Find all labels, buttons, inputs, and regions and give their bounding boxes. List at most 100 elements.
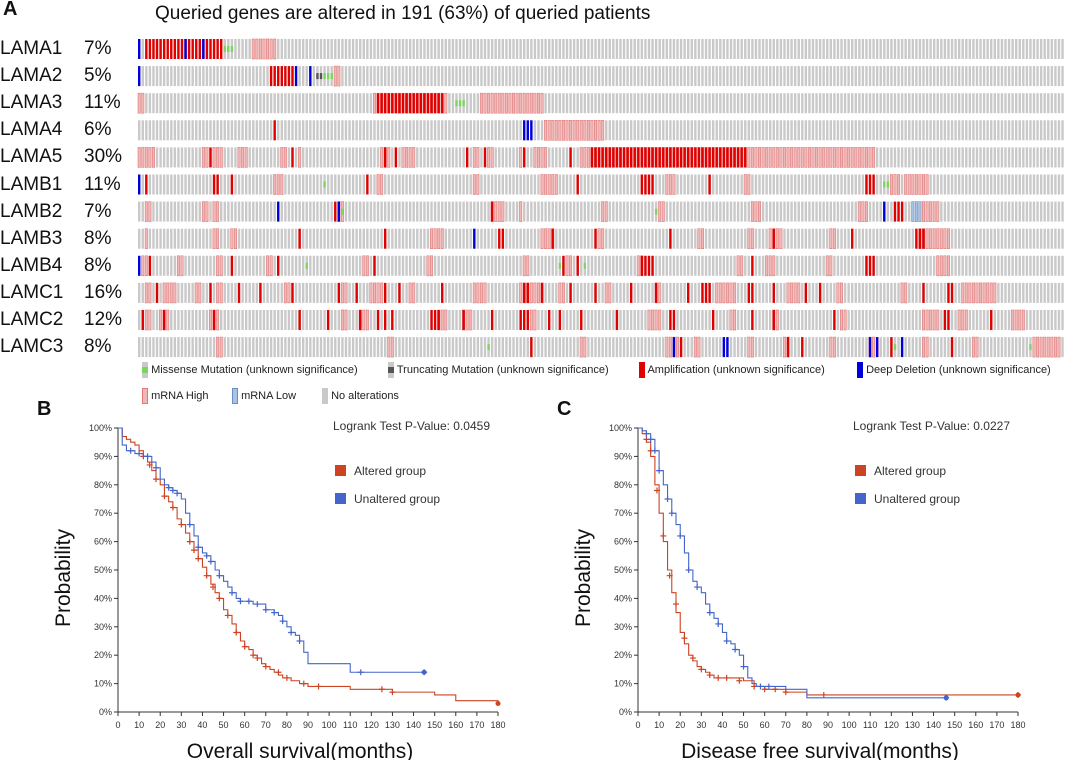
sample-cell [498,337,501,358]
sample-cell [337,120,341,141]
sample-cell [1022,282,1025,303]
sample-cell [369,228,373,249]
amplification-mark [751,310,754,330]
sample-cell [936,120,939,141]
sample-cell [426,310,430,330]
sample-cell [173,255,177,276]
sample-cell [184,120,187,141]
sample-cell [708,228,711,249]
sample-cell [744,228,747,249]
sample-cell [487,66,490,87]
sample-cell [736,120,740,141]
sample-cell [590,228,594,249]
sample-cell [230,228,234,249]
sample-cell [594,201,597,222]
amplification-mark [612,147,615,168]
amplification-mark [383,310,387,330]
sample-cell [394,39,398,59]
sample-cell [886,39,890,59]
sample-cell [501,147,505,168]
sample-cell [936,174,939,195]
censor-mark [174,490,181,497]
sample-cell [219,310,223,330]
sample-cell [615,66,619,87]
sample-cell [533,255,537,276]
sample-cell [441,120,444,141]
sample-cell [644,228,647,249]
sample-cell [472,282,476,304]
sample-cell [900,282,904,304]
sample-cell [241,282,244,303]
sample-cell [836,310,840,330]
sample-cell [334,337,337,358]
sample-cell [612,174,615,195]
sample-cell [900,174,904,195]
sample-cell [1043,147,1046,168]
sample-cell [968,201,972,222]
amplification-mark [166,39,169,59]
sample-cell [387,174,390,195]
sample-cell [1004,282,1007,303]
sample-cell [808,310,811,330]
sample-cell [537,310,540,330]
sample-cell [672,174,676,195]
sample-cell [918,174,922,195]
sample-cell [408,337,412,358]
sample-cell [925,228,929,249]
sample-cell [818,174,822,195]
missense-mark [223,46,226,52]
sample-cell [868,310,872,330]
sample-cell [954,39,957,59]
sample-cell [629,120,633,141]
sample-cell [733,201,736,222]
sample-cell [355,93,358,114]
sample-cell [936,309,940,331]
sample-cell [836,93,840,114]
sample-cell [294,337,298,358]
sample-cell [248,93,251,114]
sample-cell [726,174,729,195]
sample-cell [1022,66,1025,87]
amplification-mark [398,93,401,114]
sample-cell [405,310,408,330]
sample-cell [975,228,979,249]
sample-cell [615,93,619,114]
amplification-mark [170,39,173,59]
sample-cell [694,255,697,276]
sample-cell [569,66,572,87]
sample-cell [405,337,408,358]
sample-cell [469,337,472,358]
sample-cell [216,309,220,331]
sample-cell [284,174,287,195]
sample-cell [490,120,494,141]
legend-no-alterations: No alterations [322,388,399,404]
sample-cell [195,147,198,168]
amplification-mark [865,174,868,195]
sample-cell [537,228,540,249]
amplification-mark [209,39,212,59]
sample-cell [1004,228,1007,249]
sample-cell [965,201,968,222]
sample-cell [458,310,462,330]
sample-cell [241,120,244,141]
sample-cell [326,174,330,195]
y-tick-label: 70% [94,508,112,518]
sample-cell [141,39,144,59]
sample-cell [533,228,537,249]
sample-cell [975,310,979,330]
sample-cell [419,201,423,222]
sample-cell [202,337,205,358]
gene-alteration-percent: 8% [84,336,112,358]
sample-cell [925,66,929,87]
sample-cell [961,93,964,114]
censor-mark [673,601,679,608]
sample-cell [651,201,654,222]
sample-cell [451,66,455,87]
deep-deletion-mark [309,66,312,87]
sample-cell [679,39,683,59]
sample-cell [847,66,850,87]
sample-cell [665,310,669,330]
sample-cell [262,66,266,87]
sample-cell [957,309,961,331]
sample-cell [262,201,266,222]
